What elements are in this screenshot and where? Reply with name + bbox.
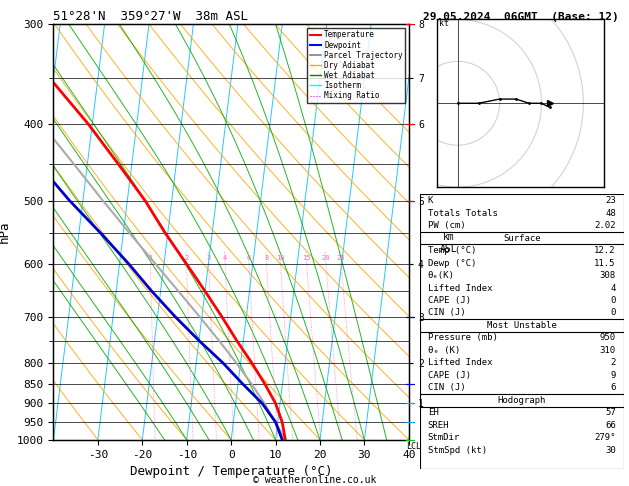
Text: 1: 1 — [148, 255, 152, 260]
Text: © weatheronline.co.uk: © weatheronline.co.uk — [253, 474, 376, 485]
Text: Lifted Index: Lifted Index — [428, 358, 493, 367]
Text: 66: 66 — [605, 421, 616, 430]
Text: 29.05.2024  06GMT  (Base: 12): 29.05.2024 06GMT (Base: 12) — [423, 12, 619, 22]
Text: Lifted Index: Lifted Index — [428, 283, 493, 293]
Text: Temp (°C): Temp (°C) — [428, 246, 476, 255]
Text: CAPE (J): CAPE (J) — [428, 371, 470, 380]
Text: 51°28'N  359°27'W  38m ASL: 51°28'N 359°27'W 38m ASL — [53, 10, 248, 23]
Text: 4: 4 — [610, 283, 616, 293]
Text: StmSpd (kt): StmSpd (kt) — [428, 446, 487, 455]
Text: 9: 9 — [610, 371, 616, 380]
Text: 2.02: 2.02 — [594, 221, 616, 230]
Text: 15: 15 — [302, 255, 311, 260]
Text: 0: 0 — [610, 309, 616, 317]
Text: 12.2: 12.2 — [594, 246, 616, 255]
Text: 0: 0 — [610, 296, 616, 305]
Text: Surface: Surface — [503, 234, 540, 243]
Text: 30: 30 — [605, 446, 616, 455]
Text: 6: 6 — [247, 255, 251, 260]
Text: Totals Totals: Totals Totals — [428, 208, 498, 218]
Text: 308: 308 — [599, 271, 616, 280]
Legend: Temperature, Dewpoint, Parcel Trajectory, Dry Adiabat, Wet Adiabat, Isotherm, Mi: Temperature, Dewpoint, Parcel Trajectory… — [308, 28, 405, 103]
Text: 25: 25 — [337, 255, 345, 260]
Text: LCL: LCL — [406, 442, 421, 451]
Text: PW (cm): PW (cm) — [428, 221, 465, 230]
Text: 11.5: 11.5 — [594, 259, 616, 268]
Text: Dewp (°C): Dewp (°C) — [428, 259, 476, 268]
Text: 10: 10 — [276, 255, 284, 260]
Text: 279°: 279° — [594, 434, 616, 442]
Text: 4: 4 — [223, 255, 227, 260]
Text: 950: 950 — [599, 333, 616, 343]
Text: 6: 6 — [610, 383, 616, 392]
Text: 23: 23 — [605, 196, 616, 205]
Text: CIN (J): CIN (J) — [428, 383, 465, 392]
Text: 3: 3 — [206, 255, 211, 260]
Y-axis label: km
ASL: km ASL — [440, 232, 457, 254]
Text: 2: 2 — [184, 255, 188, 260]
Text: 48: 48 — [605, 208, 616, 218]
Text: Pressure (mb): Pressure (mb) — [428, 333, 498, 343]
Text: kt: kt — [439, 19, 448, 28]
Text: Most Unstable: Most Unstable — [487, 321, 557, 330]
Text: SREH: SREH — [428, 421, 449, 430]
Text: CIN (J): CIN (J) — [428, 309, 465, 317]
Text: θₑ (K): θₑ (K) — [428, 346, 460, 355]
Text: θₑ(K): θₑ(K) — [428, 271, 455, 280]
Text: 310: 310 — [599, 346, 616, 355]
Text: Hodograph: Hodograph — [498, 396, 546, 405]
Text: 57: 57 — [605, 408, 616, 417]
Text: CAPE (J): CAPE (J) — [428, 296, 470, 305]
Text: StmDir: StmDir — [428, 434, 460, 442]
Text: EH: EH — [428, 408, 438, 417]
Text: 8: 8 — [264, 255, 269, 260]
Y-axis label: hPa: hPa — [0, 221, 11, 243]
Text: K: K — [428, 196, 433, 205]
X-axis label: Dewpoint / Temperature (°C): Dewpoint / Temperature (°C) — [130, 465, 332, 478]
Text: 20: 20 — [321, 255, 330, 260]
Text: 2: 2 — [610, 358, 616, 367]
